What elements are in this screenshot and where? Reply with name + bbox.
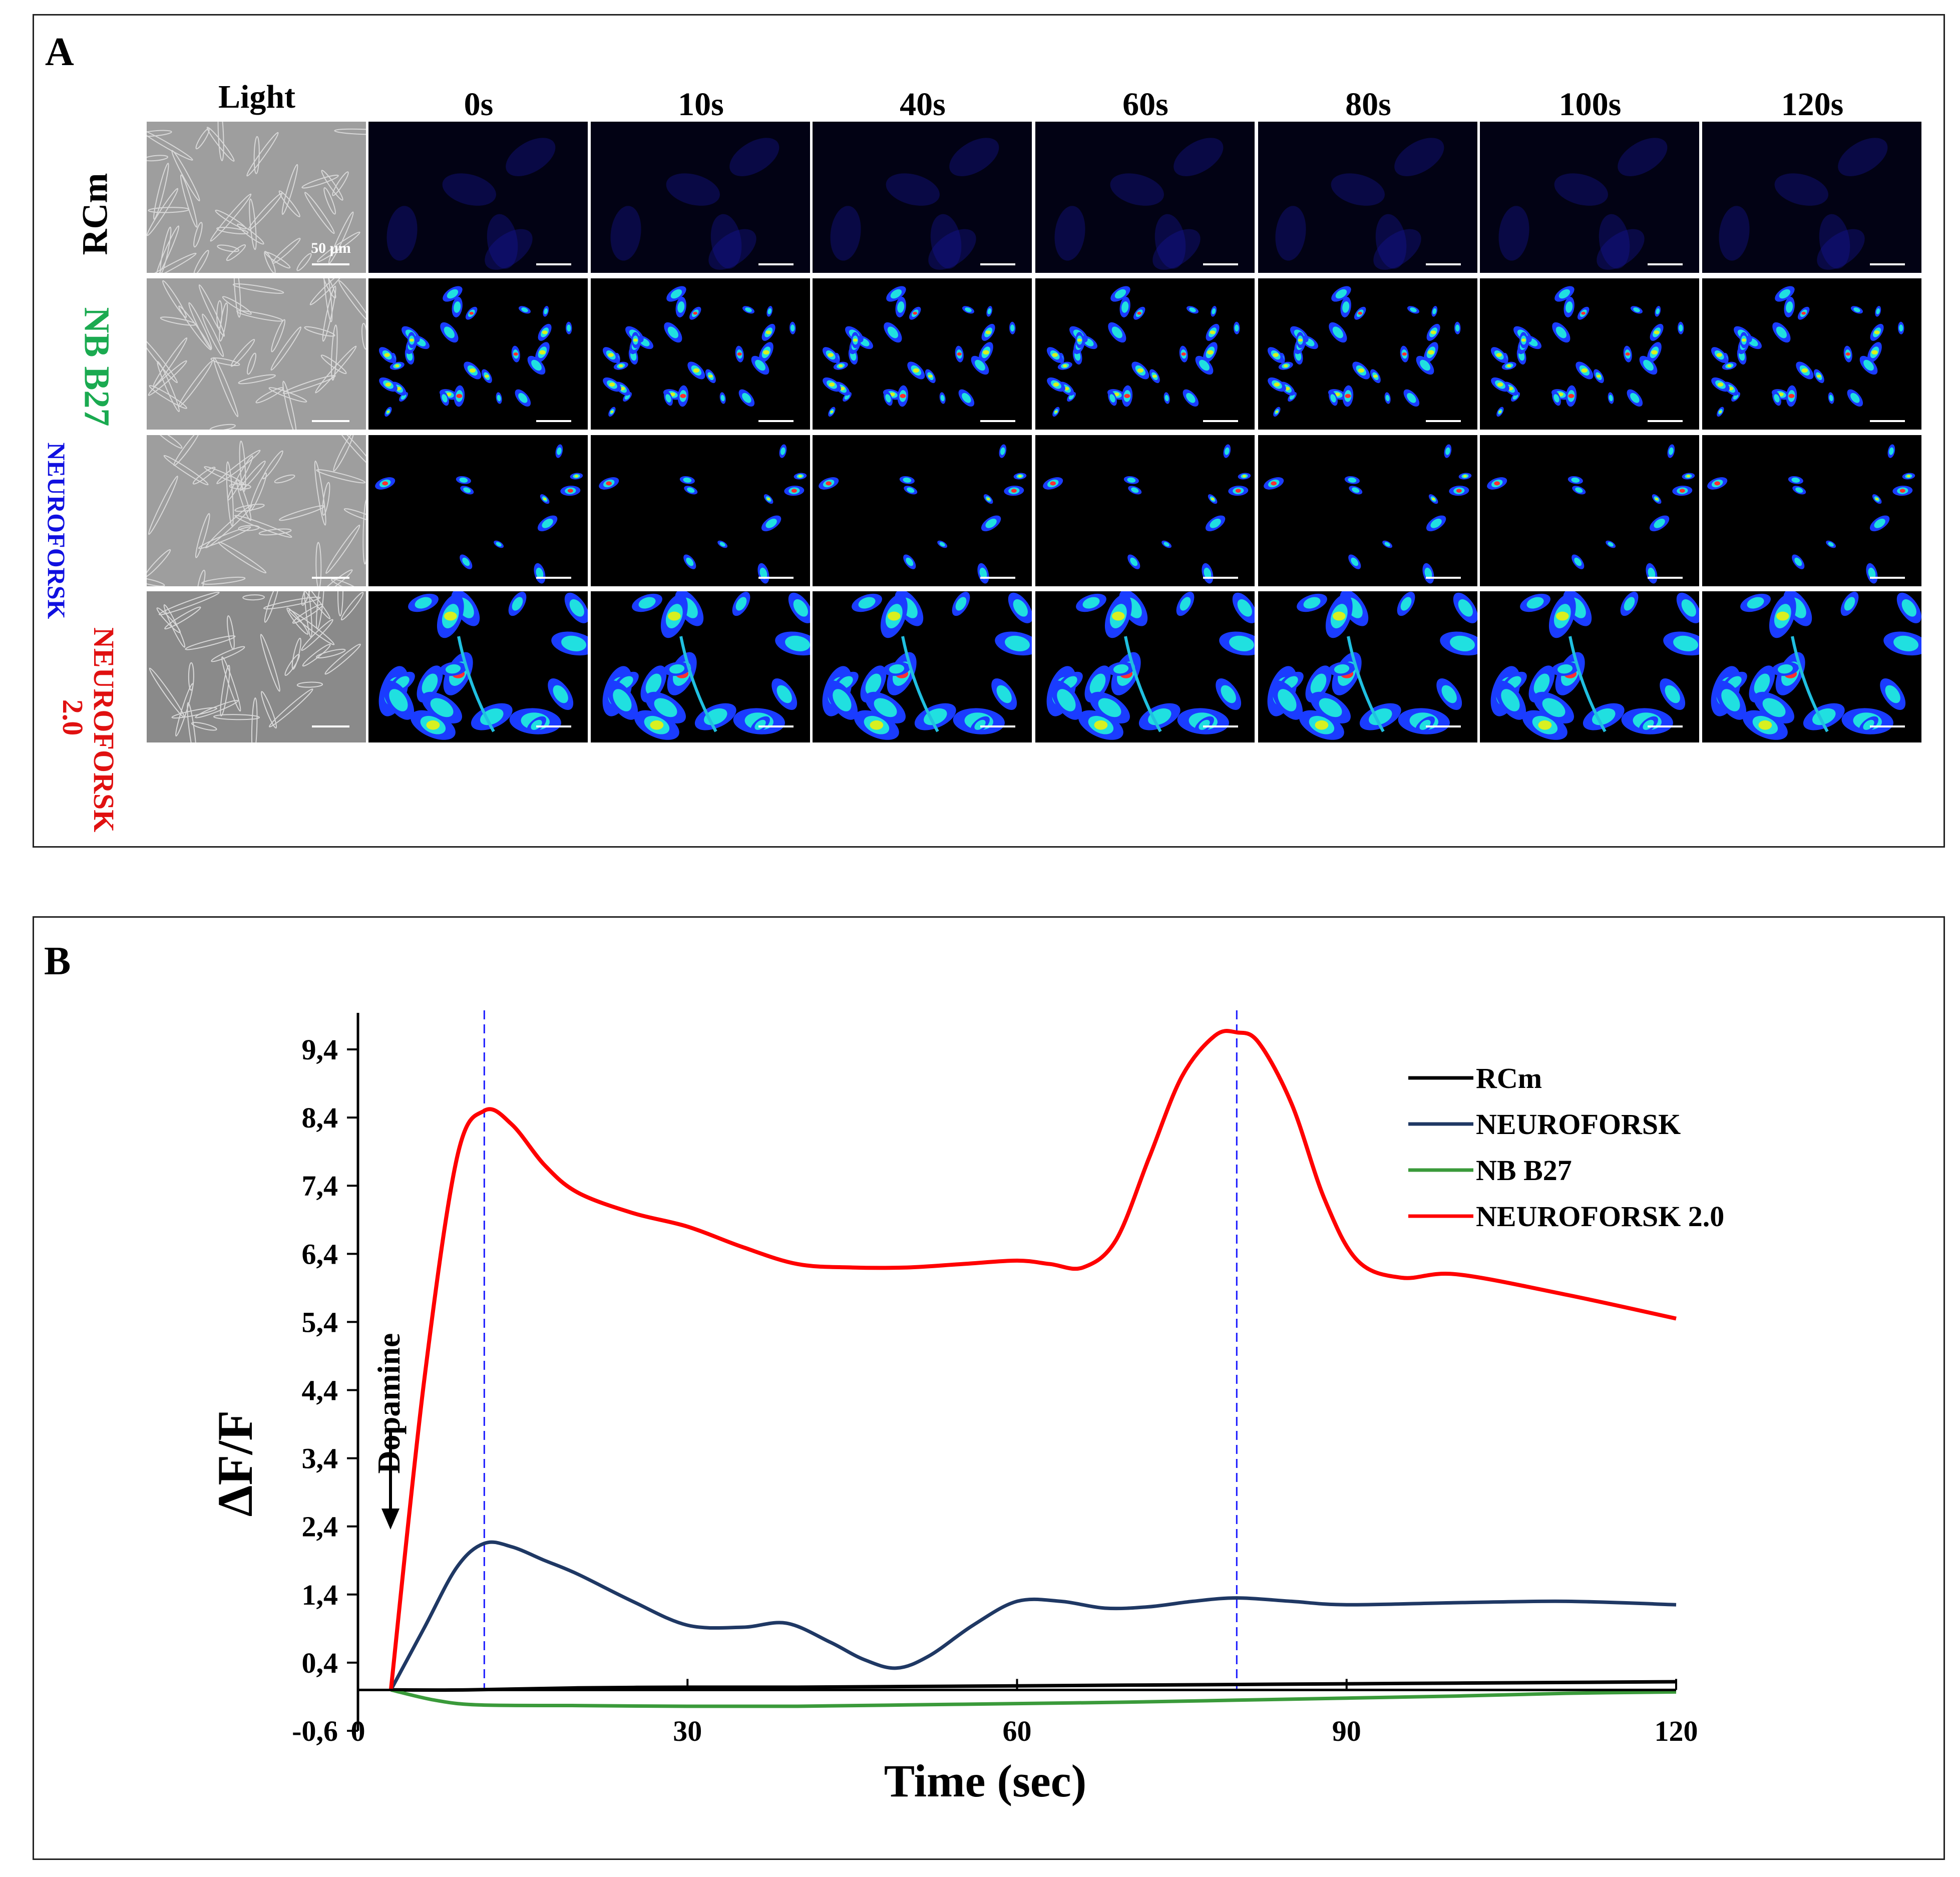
column-header-1: 0s	[464, 86, 494, 123]
column-header-2: 10s	[678, 86, 724, 123]
x-tick-label: 0	[351, 1715, 365, 1747]
image-cell-r1-c0	[147, 278, 366, 430]
y-tick-label: 7,4	[302, 1170, 338, 1202]
y-tick-label: 3,4	[302, 1442, 338, 1475]
image-cell-r1-c2	[591, 278, 810, 430]
column-header-5: 80s	[1345, 86, 1391, 123]
y-tick-label: 1,4	[302, 1579, 338, 1611]
legend-label: NEUROFORSK	[1476, 1108, 1681, 1141]
legend-label: NEUROFORSK 2.0	[1476, 1200, 1724, 1233]
row-label-rcm: RCm	[75, 173, 115, 255]
column-header-6: 100s	[1558, 86, 1622, 123]
image-cell-r1-c4	[1035, 278, 1255, 430]
series-line-neuroforsk	[389, 1540, 1677, 1691]
image-cell-r3-c2	[591, 591, 810, 742]
row-label-neuroforsk: NEUROFORSK	[43, 442, 71, 619]
image-cell-r3-c0	[147, 591, 366, 742]
image-cell-r0-c5	[1258, 122, 1477, 273]
panel-b-label: B	[44, 939, 71, 983]
y-tick-label: 6,4	[302, 1238, 338, 1270]
image-cell-r0-c3	[813, 122, 1032, 273]
image-cell-r0-c2	[591, 122, 810, 273]
panel-a-label: A	[45, 30, 74, 74]
line-chart: -0,6 0,4 1,4 2,4 3,4 4,4 5,4 6,4 7,4 8,4 9,4 0 30 60 9…	[207, 1010, 1724, 1806]
panel-b: B -0,6 0,4 1,4 2,4 3,4 4,4 5,4 6,4 7,4 8,4 9,4 0 30 6…	[33, 916, 1945, 1860]
image-cell-r3-c5	[1258, 591, 1477, 742]
y-tick-label: -0,6	[292, 1715, 338, 1747]
image-cell-r3-c1	[368, 591, 588, 742]
image-cell-r1-c6	[1480, 278, 1699, 430]
y-tick-label: 0,4	[302, 1647, 338, 1679]
image-cell-r0-c4	[1035, 122, 1255, 273]
x-tick-label: 90	[1332, 1715, 1361, 1747]
panel-a: A Light 0s 10s 40s 60s 80s 100s 120s 50 µm RCm …	[33, 14, 1945, 848]
column-header-4: 60s	[1122, 86, 1168, 123]
row-label-nb-b27: NB B27	[77, 307, 117, 427]
y-tick-label: 9,4	[302, 1033, 338, 1066]
legend-label: NB B27	[1476, 1154, 1572, 1187]
legend-label: RCm	[1476, 1062, 1542, 1094]
column-header-7: 120s	[1781, 86, 1844, 123]
image-cell-r3-c3	[813, 591, 1032, 742]
image-cell-r3-c4	[1035, 591, 1255, 742]
y-tick-label: 4,4	[302, 1374, 338, 1407]
y-axis-label: ΔF/F	[207, 1410, 263, 1517]
image-cell-r1-c7	[1702, 278, 1921, 430]
image-cell-r2-c5	[1258, 435, 1477, 586]
image-cell-r2-c6	[1480, 435, 1699, 586]
image-cell-r3-c6	[1480, 591, 1699, 742]
column-header-0: Light	[218, 79, 296, 115]
y-tick-label: 5,4	[302, 1306, 338, 1338]
image-cell-r1-c5	[1258, 278, 1477, 430]
x-tick-label: 60	[1003, 1715, 1032, 1747]
image-cell-r2-c2	[591, 435, 810, 586]
image-cell-r2-c3	[813, 435, 1032, 586]
image-cell-r2-c7	[1702, 435, 1921, 586]
y-tick-label: 8,4	[302, 1101, 338, 1134]
y-tick-label: 2,4	[302, 1511, 338, 1543]
x-tick-label: 30	[673, 1715, 702, 1747]
image-cell-r2-c4	[1035, 435, 1255, 586]
image-cell-r0-c1	[368, 122, 588, 273]
image-cell-r3-c7	[1702, 591, 1921, 742]
image-cell-r2-c0	[147, 435, 366, 586]
dopamine-annotation: Dopamine	[371, 1333, 407, 1474]
row-label-neuroforsk-20: NEUROFORSK 2.0	[57, 627, 120, 833]
x-axis-label: Time (sec)	[884, 1755, 1086, 1806]
image-cell-r0-c6	[1480, 122, 1699, 273]
column-header-3: 40s	[900, 86, 946, 123]
series-line-nb-b27	[390, 1688, 1677, 1708]
image-cell-r0-c0: 50 µm	[147, 122, 366, 273]
dopamine-arrowhead	[381, 1509, 400, 1530]
image-cell-r0-c7	[1702, 122, 1921, 273]
x-tick-label: 120	[1655, 1715, 1698, 1747]
image-cell-r2-c1	[368, 435, 588, 586]
image-cell-r1-c3	[813, 278, 1032, 430]
image-cell-r1-c1	[368, 278, 588, 430]
series-line-neuroforsk-2-0	[388, 1029, 1677, 1690]
scale-bar-label: 50 µm	[311, 240, 351, 256]
